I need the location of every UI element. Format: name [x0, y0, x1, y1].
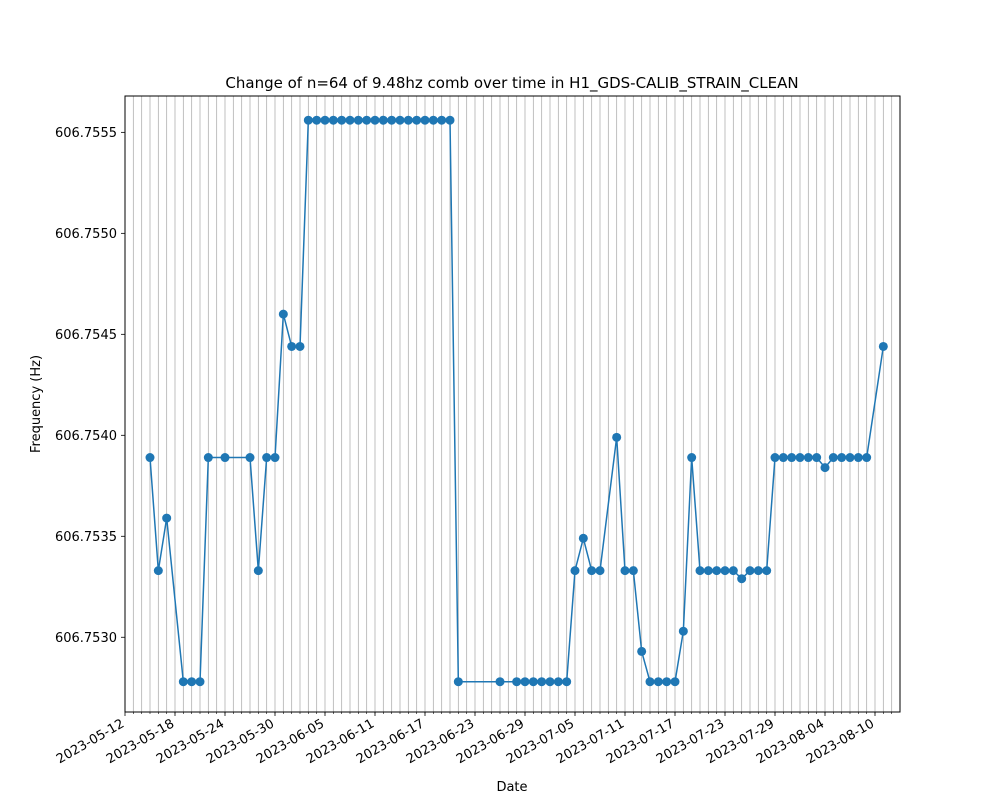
y-tick-label: 606.7530 — [55, 631, 117, 646]
data-point — [687, 453, 697, 463]
data-point — [637, 646, 647, 656]
x-gridlines — [132, 96, 893, 714]
data-point — [278, 309, 288, 319]
data-point — [737, 574, 747, 584]
data-point — [437, 115, 447, 125]
data-point — [312, 115, 322, 125]
data-point — [528, 677, 538, 687]
data-point — [445, 115, 455, 125]
data-point — [803, 453, 813, 463]
data-point — [403, 115, 413, 125]
y-tick-label: 606.7555 — [55, 126, 117, 141]
data-point — [828, 453, 838, 463]
data-point — [562, 677, 572, 687]
data-point — [195, 677, 205, 687]
data-point — [320, 115, 330, 125]
data-point — [453, 677, 463, 687]
data-point — [570, 566, 580, 576]
data-point — [378, 115, 388, 125]
data-point — [787, 453, 797, 463]
data-point — [145, 453, 155, 463]
chart-title: Change of n=64 of 9.48hz comb over time … — [225, 74, 798, 93]
data-point — [645, 677, 655, 687]
x-axis-ticks: 2023-05-122023-05-182023-05-242023-05-30… — [54, 712, 877, 767]
data-point — [628, 566, 638, 576]
data-point — [762, 566, 772, 576]
data-point — [387, 115, 397, 125]
data-point — [595, 566, 605, 576]
data-point — [537, 677, 547, 687]
data-point — [295, 341, 305, 351]
data-point — [178, 677, 188, 687]
data-point — [162, 513, 172, 523]
data-point — [853, 453, 863, 463]
data-point — [395, 115, 405, 125]
data-point — [512, 677, 522, 687]
data-point — [578, 533, 588, 543]
series-points — [145, 115, 888, 687]
y-axis-ticks: 606.7530 606.7535 606.7540 606.7545 606.7550… — [55, 126, 125, 646]
y-tick-label: 606.7550 — [55, 227, 117, 242]
data-point — [795, 453, 805, 463]
data-point — [670, 677, 680, 687]
data-point — [270, 453, 280, 463]
data-point — [620, 566, 630, 576]
data-point — [412, 115, 422, 125]
data-point — [770, 453, 780, 463]
data-point — [837, 453, 847, 463]
data-point — [153, 566, 163, 576]
data-point — [878, 341, 888, 351]
data-point — [545, 677, 555, 687]
data-point — [428, 115, 438, 125]
data-point — [653, 677, 663, 687]
data-point — [245, 453, 255, 463]
data-point — [328, 115, 338, 125]
data-point — [420, 115, 430, 125]
data-point — [370, 115, 380, 125]
plot-frame — [124, 95, 901, 713]
data-point — [287, 341, 297, 351]
data-point — [720, 566, 730, 576]
data-point — [362, 115, 372, 125]
data-point — [728, 566, 738, 576]
data-point — [587, 566, 597, 576]
y-axis-label: Frequency (Hz) — [29, 355, 44, 453]
y-tick-label: 606.7535 — [55, 530, 117, 545]
data-point — [745, 566, 755, 576]
data-point — [337, 115, 347, 125]
y-tick-label: 606.7545 — [55, 328, 117, 343]
x-axis-label: Date — [496, 780, 527, 795]
data-point — [520, 677, 530, 687]
data-point — [753, 566, 763, 576]
data-point — [862, 453, 872, 463]
data-point — [695, 566, 705, 576]
data-point — [345, 115, 355, 125]
data-point — [712, 566, 722, 576]
data-point — [203, 453, 213, 463]
data-point — [703, 566, 713, 576]
data-point — [353, 115, 363, 125]
data-point — [187, 677, 197, 687]
data-point — [812, 453, 822, 463]
data-point — [662, 677, 672, 687]
data-point — [495, 677, 505, 687]
data-point — [820, 463, 830, 473]
data-point — [845, 453, 855, 463]
data-point — [612, 432, 622, 442]
data-point — [778, 453, 788, 463]
data-point — [262, 453, 272, 463]
data-point — [678, 626, 688, 636]
data-point — [253, 566, 263, 576]
data-point — [220, 453, 230, 463]
data-point — [553, 677, 563, 687]
data-point — [303, 115, 313, 125]
y-tick-label: 606.7540 — [55, 429, 117, 444]
